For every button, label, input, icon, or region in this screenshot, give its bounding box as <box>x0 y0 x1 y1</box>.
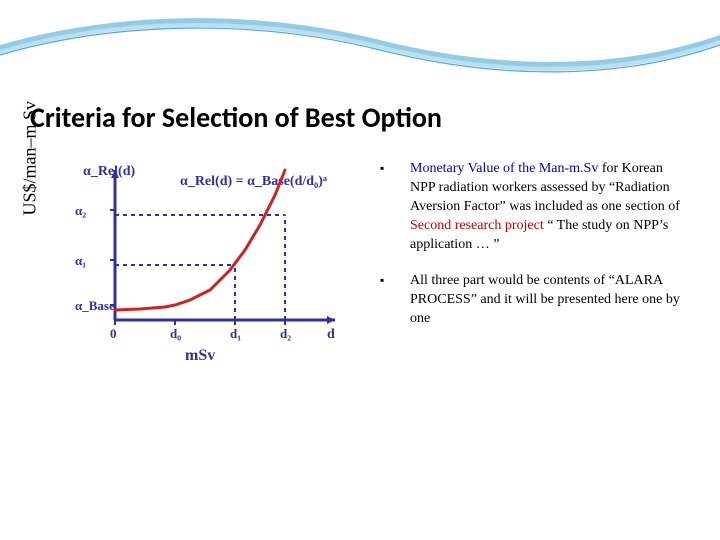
bullet-text: Monetary Value of the Man-m.Sv for Korea… <box>410 160 690 254</box>
header-wave-decoration <box>0 0 720 80</box>
bullet-list: ▪Monetary Value of the Man-m.Sv for Kore… <box>380 160 690 347</box>
y-tick-label: α_Base <box>75 298 115 313</box>
y-tick-label: α₁ <box>75 253 86 268</box>
x-tick-label: d₀ <box>170 326 181 341</box>
text-segment: Monetary Value of the Man-m.Sv <box>410 161 598 176</box>
x-tick-label: d₂ <box>280 326 291 341</box>
text-segment: All three part would be contents of “ALA… <box>410 273 680 326</box>
x-axis-end-label: d <box>327 327 335 342</box>
formula-text: α_Rel(d) = α_Base(d/d₀)ᵃ <box>180 174 327 189</box>
bullet-marker: ▪ <box>380 160 410 254</box>
x-tick-label: 0 <box>110 326 117 341</box>
y-tick-label: α₂ <box>75 203 86 218</box>
text-segment: Second research project <box>410 218 544 233</box>
y-axis-top-label: α_Rel(d) <box>83 164 135 179</box>
bullet-marker: ▪ <box>380 272 410 329</box>
x-tick-label: d₁ <box>230 326 241 341</box>
bullet-text: All three part would be contents of “ALA… <box>410 272 690 329</box>
bullet-item: ▪Monetary Value of the Man-m.Sv for Kore… <box>380 160 690 254</box>
bullet-item: ▪All three part would be contents of “AL… <box>380 272 690 329</box>
y-axis-label: US$/man–m.Sv <box>20 101 41 216</box>
alpha-curve <box>115 170 285 310</box>
page-title: Criteria for Selection of Best Option <box>30 100 442 135</box>
alpha-curve-chart: α_Rel(d) = α_Base(d/d₀)ᵃ α_Rel(d)d mSv 0 d₀ d… <box>60 155 360 375</box>
x-axis-arrow <box>327 316 335 324</box>
x-axis-title: mSv <box>185 347 215 364</box>
